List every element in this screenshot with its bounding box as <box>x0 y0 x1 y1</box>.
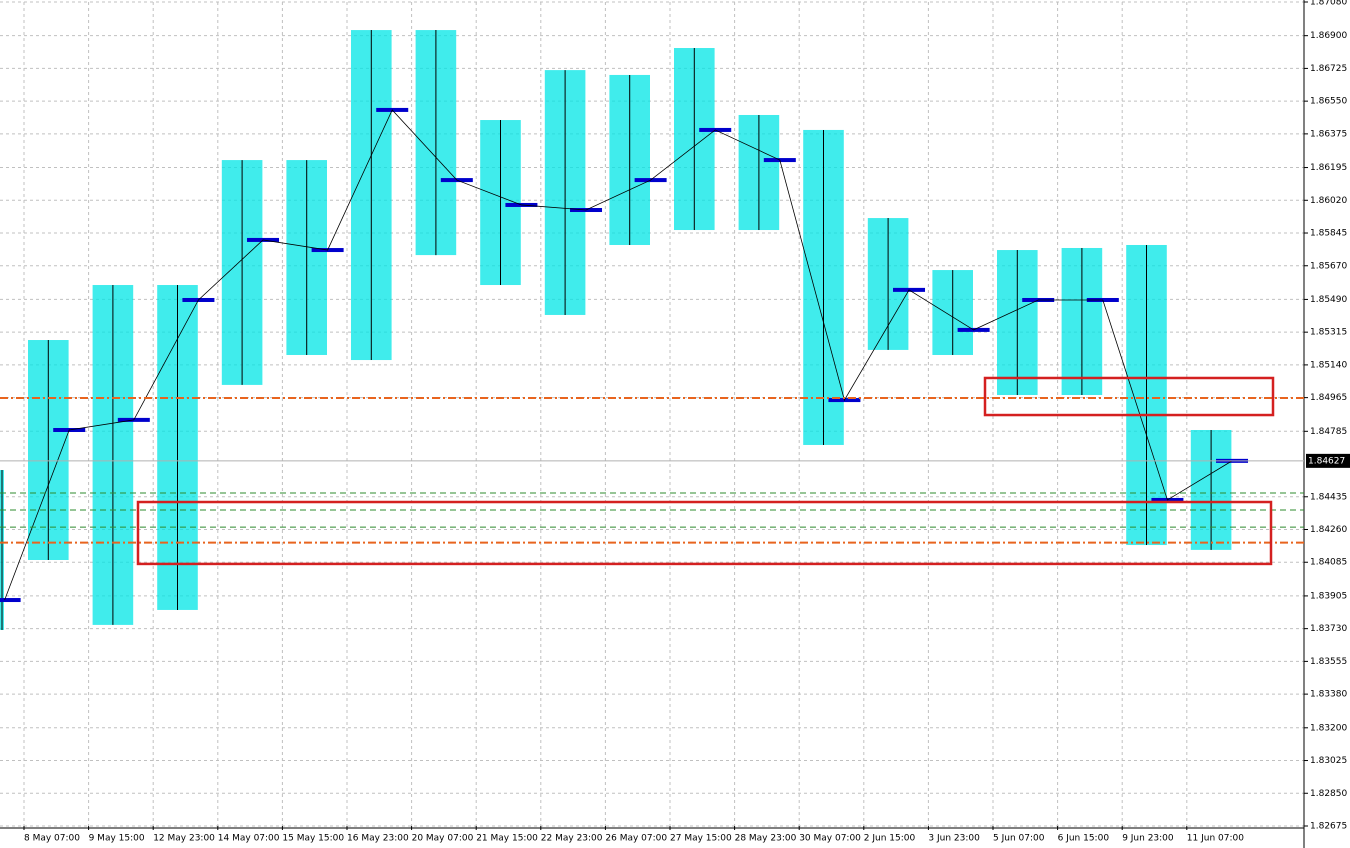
y-tick-label: 1.83730 <box>1310 624 1347 634</box>
y-tick-label: 1.83380 <box>1310 690 1347 700</box>
x-tick-label: 30 May 07:00 <box>799 834 861 844</box>
x-tick-label: 20 May 07:00 <box>412 834 474 844</box>
close-line <box>4 109 1233 601</box>
y-tick-label: 1.86195 <box>1310 163 1347 173</box>
x-tick-label: 15 May 15:00 <box>282 834 344 844</box>
x-tick-label: 8 May 07:00 <box>24 834 80 844</box>
y-tick-label: 1.87080 <box>1310 0 1347 8</box>
zone-box <box>136 500 1273 566</box>
x-tick-label: 22 May 23:00 <box>541 834 603 844</box>
x-tick-label: 3 Jun 23:00 <box>928 834 980 844</box>
x-tick-label: 16 May 23:00 <box>347 834 409 844</box>
y-tick-label: 1.85140 <box>1310 360 1347 370</box>
poc-marker <box>0 598 21 603</box>
x-tick-label: 26 May 07:00 <box>605 834 667 844</box>
y-tick-label: 1.83025 <box>1310 756 1347 766</box>
y-tick-label: 1.86550 <box>1310 97 1347 107</box>
y-tick-label: 1.86725 <box>1310 64 1347 74</box>
x-tick-label: 27 May 15:00 <box>670 834 732 844</box>
y-tick-label: 1.84260 <box>1310 525 1347 535</box>
x-tick-label: 14 May 07:00 <box>218 834 280 844</box>
x-tick-label: 2 Jun 15:00 <box>864 834 916 844</box>
y-tick-label: 1.82850 <box>1310 789 1347 799</box>
last-price-box <box>1306 453 1350 468</box>
x-tick-label: 12 May 23:00 <box>153 834 215 844</box>
y-tick-label: 1.84965 <box>1310 393 1347 403</box>
y-tick-label: 1.83555 <box>1310 657 1347 667</box>
y-tick-label: 1.85670 <box>1310 261 1347 271</box>
last-price-label: 1.84627 <box>1308 456 1345 466</box>
y-tick-label: 1.84435 <box>1310 492 1347 502</box>
y-tick-label: 1.84785 <box>1310 427 1347 437</box>
y-tick-label: 1.82675 <box>1310 822 1347 832</box>
x-tick-label: 9 Jun 23:00 <box>1122 834 1174 844</box>
x-tick-label: 9 May 15:00 <box>89 834 145 844</box>
y-tick-label: 1.83905 <box>1310 591 1347 601</box>
y-tick-label: 1.83200 <box>1310 723 1347 733</box>
y-tick-label: 1.86900 <box>1310 31 1347 41</box>
x-tick-label: 5 Jun 07:00 <box>993 834 1045 844</box>
y-tick-label: 1.84085 <box>1310 558 1347 568</box>
x-tick-label: 28 May 23:00 <box>735 834 797 844</box>
x-tick-label: 11 Jun 07:00 <box>1187 834 1244 844</box>
y-tick-label: 1.86375 <box>1310 129 1347 139</box>
y-tick-label: 1.85490 <box>1310 295 1347 305</box>
x-tick-label: 6 Jun 15:00 <box>1058 834 1110 844</box>
y-tick-label: 1.86020 <box>1310 196 1347 206</box>
x-tick-label: 21 May 15:00 <box>476 834 538 844</box>
zone-box <box>983 376 1275 417</box>
y-tick-label: 1.85315 <box>1310 328 1347 338</box>
y-tick-label: 1.85845 <box>1310 229 1347 239</box>
